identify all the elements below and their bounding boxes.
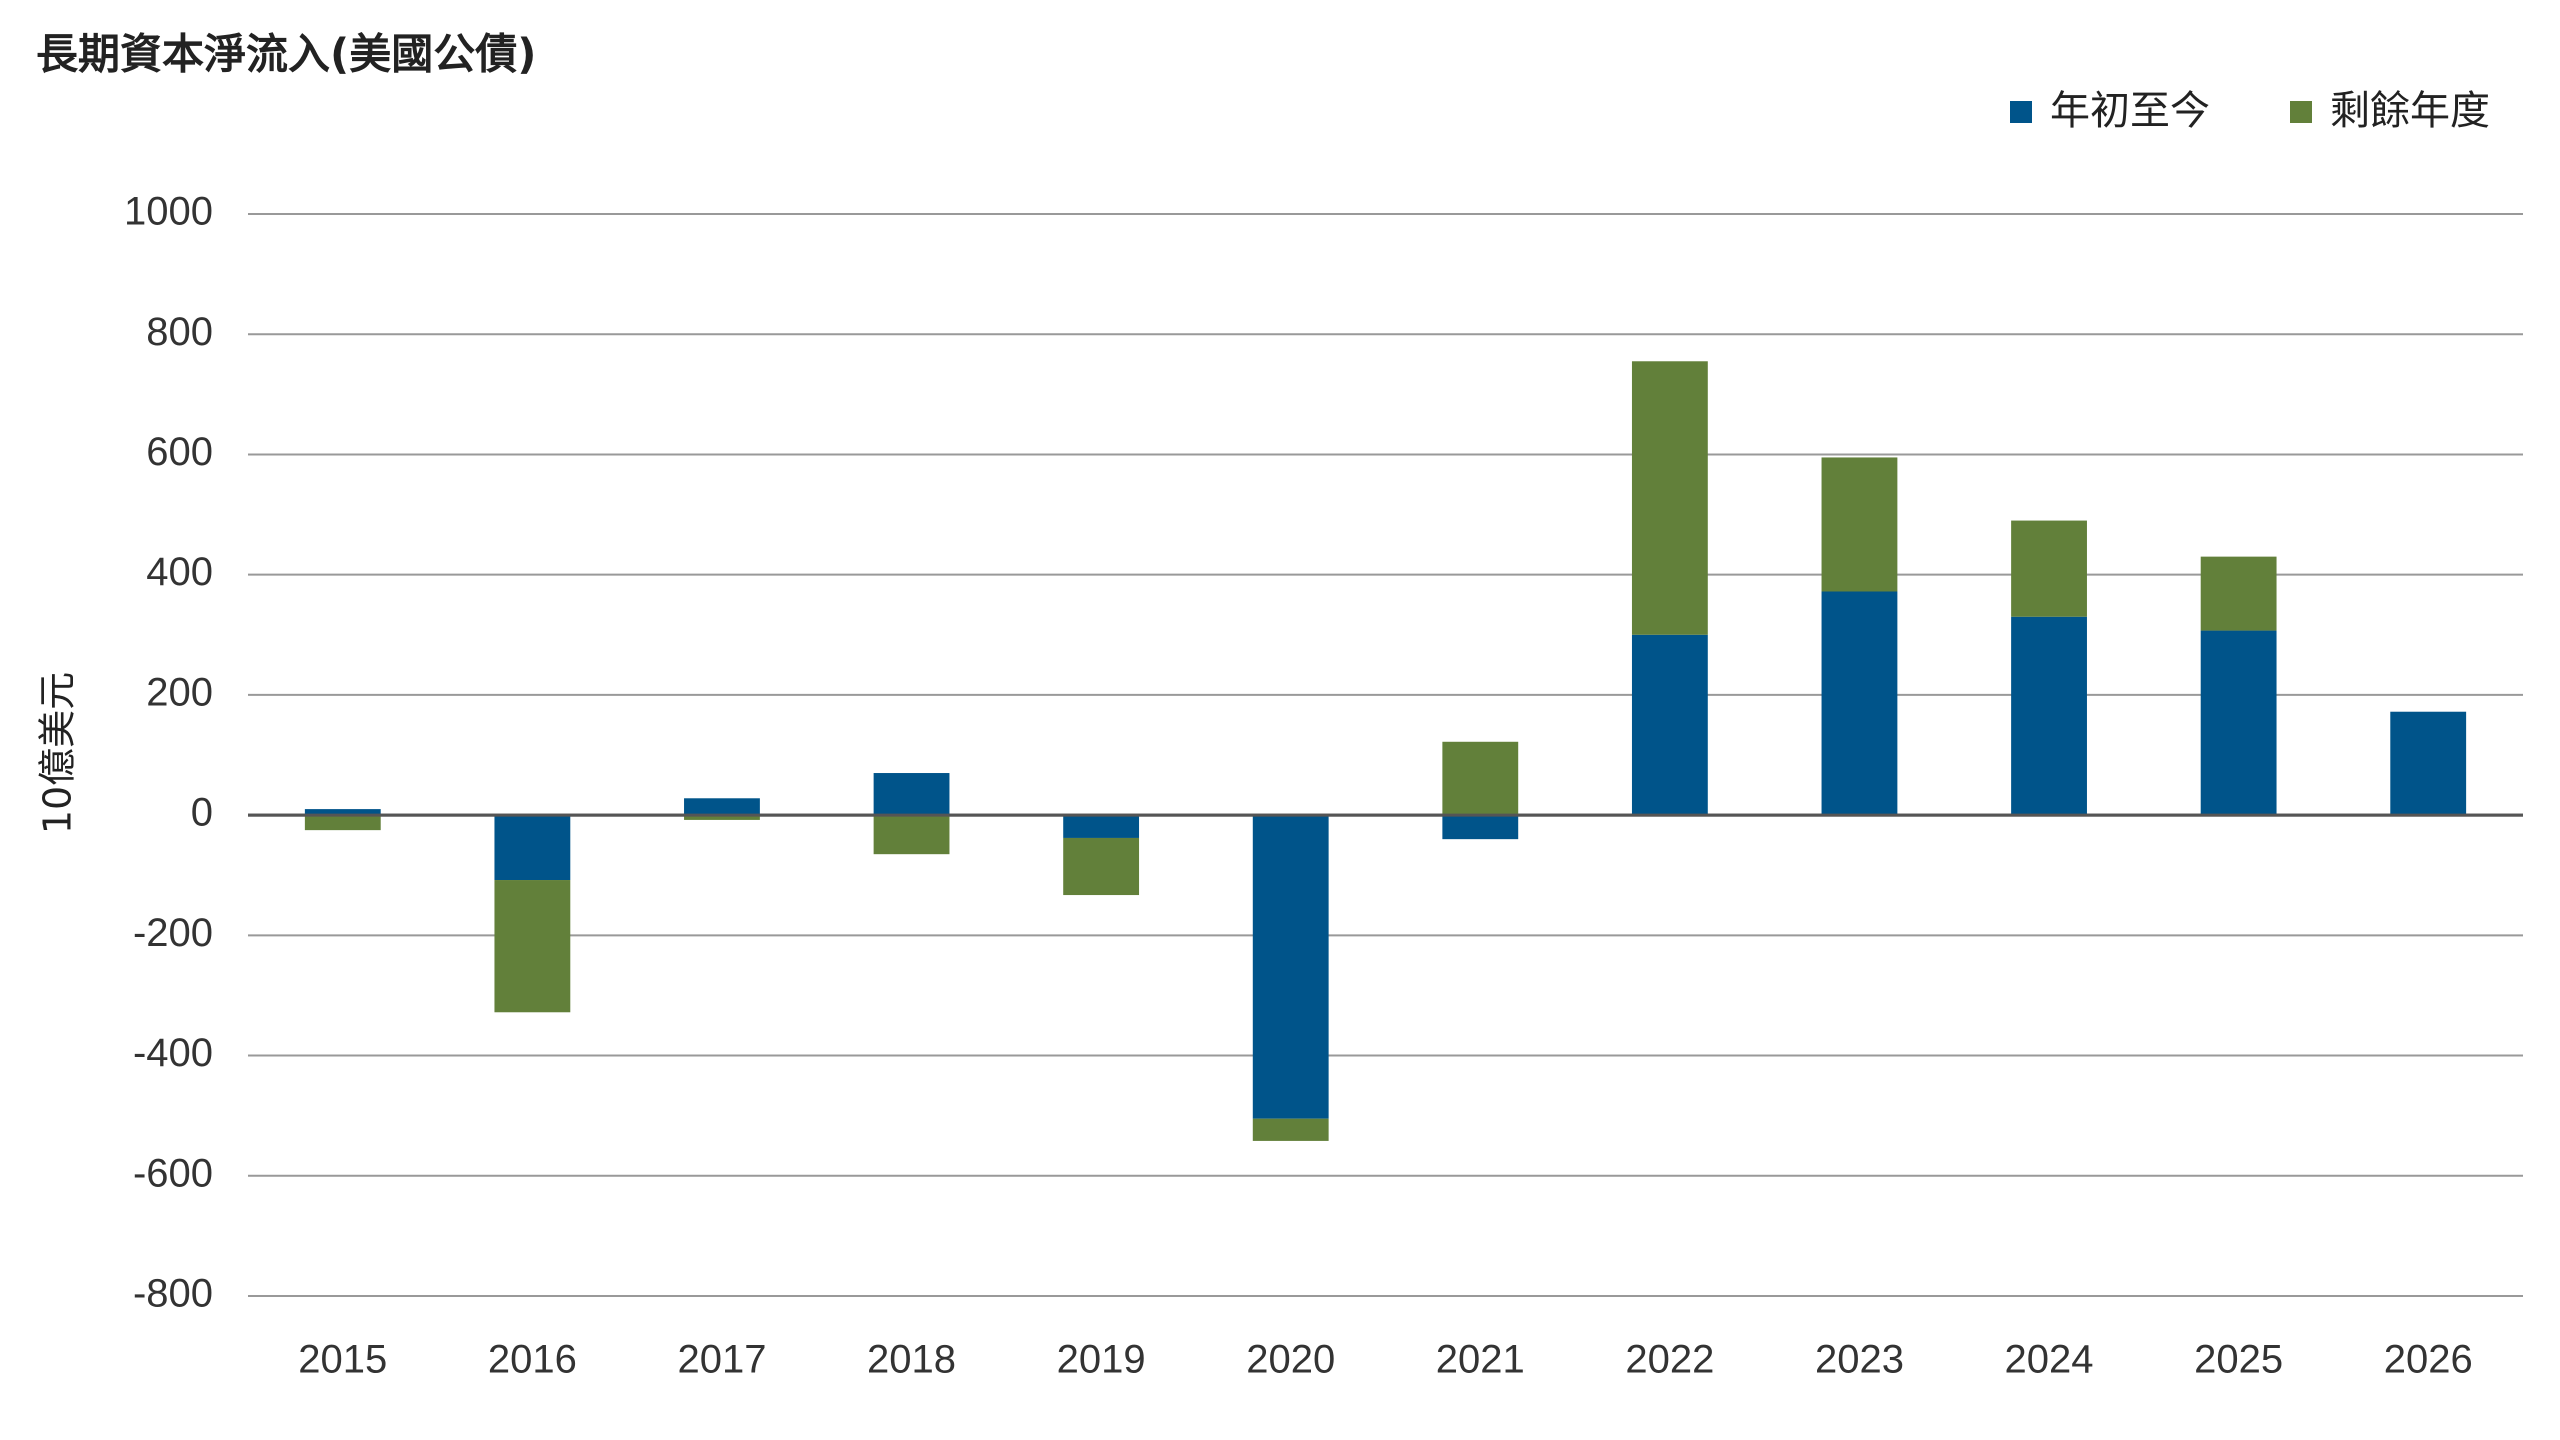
bar-segment <box>1063 837 1140 896</box>
x-tick-label: 2021 <box>1436 1338 1525 1382</box>
x-tick-label: 2026 <box>2384 1338 2473 1382</box>
y-tick-label: 0 <box>191 791 213 835</box>
y-tick-label: 200 <box>146 670 213 714</box>
bar-segment <box>1631 634 1708 816</box>
bar-segment <box>1442 741 1519 816</box>
x-tick-label: 2016 <box>488 1338 577 1382</box>
bar-segment <box>304 809 381 816</box>
y-axis-label: 10億美元 <box>36 672 80 834</box>
bar-segment <box>1442 815 1519 840</box>
bar-segment <box>1821 457 1898 592</box>
y-tick-label: -800 <box>133 1272 213 1316</box>
y-tick-label: 800 <box>146 310 213 354</box>
bar-segment <box>494 815 571 881</box>
y-tick-label: -600 <box>133 1151 213 1195</box>
bar-segment <box>1252 815 1329 1119</box>
legend-swatch <box>2290 101 2312 123</box>
bar-segment <box>873 773 950 816</box>
chart-title: 長期資本淨流入(美國公債) <box>36 30 536 79</box>
legend-label: 年初至今 <box>2050 88 2210 134</box>
x-tick-label: 2023 <box>1815 1338 1904 1382</box>
bar-segment <box>2200 630 2277 816</box>
bar-segment <box>1631 361 1708 635</box>
bar-segment <box>2011 520 2087 617</box>
bar-segment <box>1821 591 1898 816</box>
legend-label: 剩餘年度 <box>2330 88 2490 134</box>
y-tick-label: 400 <box>146 550 213 594</box>
bar-segment <box>684 798 760 816</box>
bar-segment <box>2011 616 2087 816</box>
bar-segment <box>1063 815 1140 838</box>
bar-segment <box>304 815 381 831</box>
bar-segment <box>873 815 950 855</box>
x-tick-label: 2017 <box>677 1338 766 1382</box>
x-tick-label: 2020 <box>1246 1338 1335 1382</box>
x-tick-label: 2022 <box>1625 1338 1714 1382</box>
y-tick-label: -400 <box>133 1031 213 1075</box>
x-tick-label: 2018 <box>867 1338 956 1382</box>
x-tick-label: 2024 <box>2005 1338 2094 1382</box>
x-tick-label: 2025 <box>2194 1338 2283 1382</box>
x-tick-label: 2015 <box>298 1338 387 1382</box>
bar-segment <box>494 880 571 1013</box>
bar-segment <box>2200 556 2277 631</box>
y-tick-label: 1000 <box>124 190 213 234</box>
bar-segment <box>2390 711 2467 816</box>
bar-segment <box>684 815 760 820</box>
y-tick-label: 600 <box>146 430 213 474</box>
y-tick-label: -200 <box>133 911 213 955</box>
bar-segment <box>1252 1118 1329 1141</box>
x-tick-label: 2019 <box>1057 1338 1146 1382</box>
legend-swatch <box>2010 101 2032 123</box>
